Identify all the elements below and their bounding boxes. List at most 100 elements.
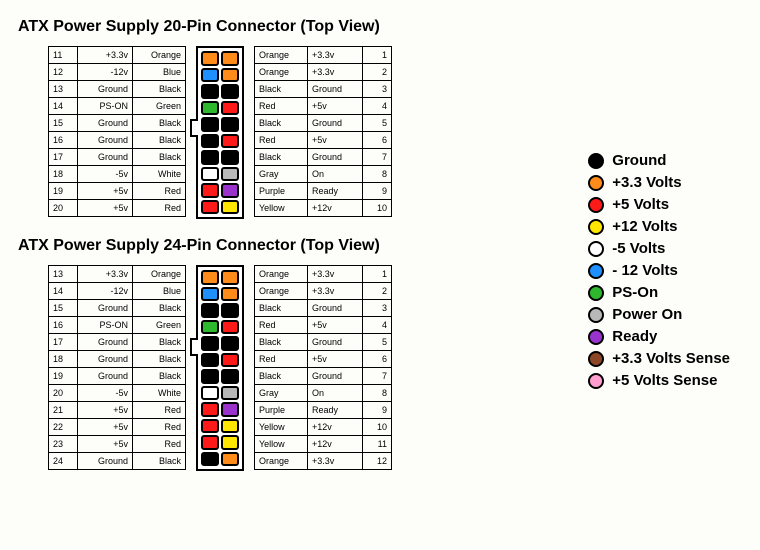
- pin-signal: PS-ON: [78, 317, 133, 334]
- pin-box: [221, 200, 239, 215]
- pin-box: [221, 68, 239, 83]
- legend-label: +5 Volts: [612, 194, 669, 216]
- pin-signal: Ground: [78, 351, 133, 368]
- pin-number: 7: [363, 149, 392, 166]
- pin-signal: +3.3v: [308, 453, 363, 470]
- pin-number: 8: [363, 166, 392, 183]
- table-row: 17GroundBlack: [49, 334, 186, 351]
- pin-color-name: White: [133, 385, 186, 402]
- pin-signal: +12v: [308, 419, 363, 436]
- legend-swatch: [588, 153, 604, 169]
- pin-number: 20: [49, 385, 78, 402]
- pin-color-name: Blue: [133, 283, 186, 300]
- table-row: BlackGround3: [255, 300, 392, 317]
- table-row: 23+5vRed: [49, 436, 186, 453]
- pin-signal: +5v: [308, 98, 363, 115]
- pin-color-name: Orange: [255, 266, 308, 283]
- pin-number: 11: [49, 47, 78, 64]
- legend-row: Ground: [588, 150, 730, 172]
- pin-number: 3: [363, 81, 392, 98]
- pin-signal: -5v: [78, 385, 133, 402]
- pin-color-name: Red: [133, 183, 186, 200]
- pin-box: [221, 287, 239, 302]
- pin-signal: Ground: [78, 300, 133, 317]
- pin-box: [201, 435, 219, 450]
- table-row: 20-5vWhite: [49, 385, 186, 402]
- table-row: Red+5v4: [255, 98, 392, 115]
- pin-box: [221, 452, 239, 467]
- pin-box: [201, 134, 219, 149]
- pin-signal: +5v: [308, 351, 363, 368]
- pin-signal: -12v: [78, 283, 133, 300]
- table-row: 11+3.3vOrange: [49, 47, 186, 64]
- pin-number: 22: [49, 419, 78, 436]
- pin-number: 9: [363, 183, 392, 200]
- table-row: BlackGround5: [255, 334, 392, 351]
- pin-box: [221, 435, 239, 450]
- pin-color-name: Green: [133, 98, 186, 115]
- table-row: Orange+3.3v1: [255, 47, 392, 64]
- pin-number: 15: [49, 115, 78, 132]
- legend-swatch: [588, 329, 604, 345]
- connector-diagram: [196, 46, 244, 219]
- legend-row: +5 Volts: [588, 194, 730, 216]
- table-row: 19+5vRed: [49, 183, 186, 200]
- pin-box: [201, 68, 219, 83]
- pin-color-name: Black: [133, 132, 186, 149]
- pin-number: 2: [363, 283, 392, 300]
- legend-swatch: [588, 241, 604, 257]
- pin-number: 13: [49, 266, 78, 283]
- legend-row: PS-On: [588, 282, 730, 304]
- pin-color-name: Green: [133, 317, 186, 334]
- table-row: Orange+3.3v12: [255, 453, 392, 470]
- pin-signal: Ground: [78, 115, 133, 132]
- legend-swatch: [588, 219, 604, 235]
- pin-color-name: Black: [133, 453, 186, 470]
- table-row: Orange+3.3v1: [255, 266, 392, 283]
- table-row: Red+5v6: [255, 132, 392, 149]
- pin-color-name: Yellow: [255, 436, 308, 453]
- table-row: 22+5vRed: [49, 419, 186, 436]
- pin-color-name: Red: [133, 436, 186, 453]
- pin-number: 14: [49, 283, 78, 300]
- table-row: PurpleReady9: [255, 402, 392, 419]
- legend-label: +3.3 Volts Sense: [612, 348, 730, 370]
- pin-number: 11: [363, 436, 392, 453]
- table-row: Red+5v6: [255, 351, 392, 368]
- table-row: Yellow+12v10: [255, 200, 392, 217]
- pin-table-left: 11+3.3vOrange12-12vBlue13GroundBlack14PS…: [48, 46, 186, 217]
- pin-number: 5: [363, 115, 392, 132]
- table-row: Yellow+12v10: [255, 419, 392, 436]
- connector-diagram: [196, 265, 244, 471]
- table-row: 19GroundBlack: [49, 368, 186, 385]
- pin-box: [201, 167, 219, 182]
- pin-signal: +3.3v: [308, 47, 363, 64]
- legend-label: - 12 Volts: [612, 260, 678, 282]
- table-row: BlackGround7: [255, 368, 392, 385]
- pin-number: 23: [49, 436, 78, 453]
- pin-signal: Ground: [308, 81, 363, 98]
- pin-box: [201, 200, 219, 215]
- table-row: Yellow+12v11: [255, 436, 392, 453]
- pin-color-name: Orange: [255, 283, 308, 300]
- pin-color-name: Black: [133, 351, 186, 368]
- pin-box: [221, 134, 239, 149]
- table-row: BlackGround7: [255, 149, 392, 166]
- pin-box: [201, 386, 219, 401]
- table-row: 18-5vWhite: [49, 166, 186, 183]
- pin-color-name: Red: [255, 132, 308, 149]
- pin-signal: +5v: [308, 132, 363, 149]
- pin-color-name: Black: [133, 368, 186, 385]
- pin-color-name: Orange: [133, 47, 186, 64]
- legend-row: Power On: [588, 304, 730, 326]
- pin-number: 19: [49, 183, 78, 200]
- pin-signal: +12v: [308, 200, 363, 217]
- pin-signal: Ground: [78, 149, 133, 166]
- pin-box: [201, 183, 219, 198]
- pin-color-name: Orange: [133, 266, 186, 283]
- pin-number: 1: [363, 266, 392, 283]
- connector-notch: [190, 119, 198, 137]
- pin-color-name: Black: [255, 368, 308, 385]
- pin-color-name: Black: [133, 300, 186, 317]
- pin-signal: +5v: [78, 183, 133, 200]
